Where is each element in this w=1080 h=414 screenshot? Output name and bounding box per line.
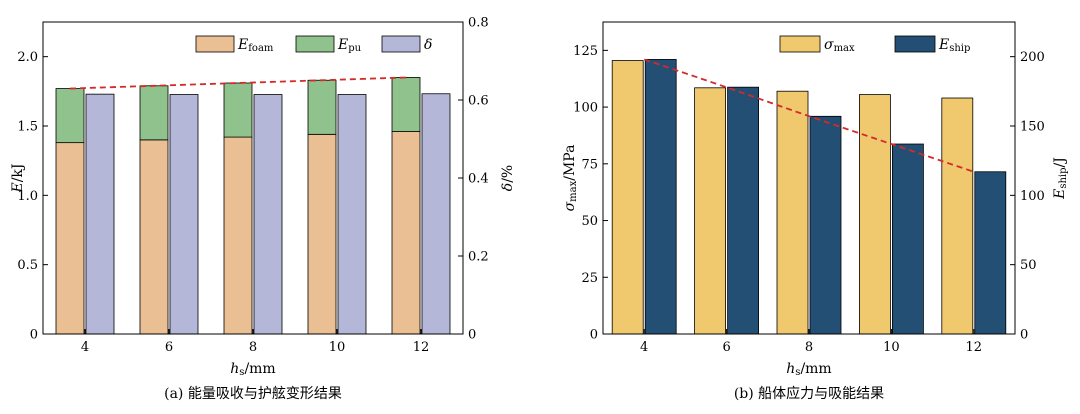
bar-sigma-max-12: [941, 97, 974, 335]
bar-e-ship-4: [644, 59, 677, 335]
y-tick-label: 1.5: [17, 120, 38, 135]
bar-e-ship-10: [892, 143, 924, 335]
y-tick-label: 2.0: [17, 50, 38, 65]
chart-a-xlabel: hs/mm: [230, 361, 275, 378]
y2-tick-label: 200: [1020, 50, 1045, 65]
y2-tick-label: 0.8: [468, 16, 489, 31]
bar-delta-4: [85, 93, 115, 335]
y-tick-label: 0: [30, 328, 38, 343]
chart-b-ylabel: σmax/MPa: [562, 145, 579, 212]
chart-a-ticks: 4 6 8 10 12 0 0.5 1.0 1.5 2.0 0 0.2 0.4 0.6 0.8: [17, 16, 488, 356]
bar-sigma-max-10: [859, 94, 891, 335]
x-tick-label: 8: [249, 340, 257, 355]
y-tick-label: 125: [573, 44, 598, 59]
bar-delta-6: [169, 94, 199, 335]
chart-a-trend-line: [69, 76, 407, 90]
chart-b-y2label: Eship/J: [1052, 157, 1069, 200]
x-tick-label: 6: [165, 340, 173, 355]
legend-label-e-ship: Eship: [938, 37, 970, 54]
chart-b: 4 6 8 10 12 0 25 50 75 100 125 0 50 100 150 200 σmax Es…: [562, 21, 1069, 402]
bar-delta-10: [337, 94, 367, 335]
bar-e-ship-6: [727, 86, 759, 335]
y-tick-label: 0.5: [17, 258, 38, 273]
x-tick-label: 8: [805, 340, 813, 355]
x-tick-label: 6: [722, 340, 730, 355]
chart-b-caption: (b) 船体应力与吸能结果: [734, 385, 884, 402]
y-tick-label: 75: [581, 157, 598, 172]
y2-tick-label: 150: [1020, 120, 1045, 135]
chart-a-ylabel: E/kJ: [10, 163, 26, 193]
bar-e-ship-12: [974, 171, 1007, 335]
legend-label-e-foam: Efoam: [237, 37, 274, 54]
legend-swatch-e-foam: [195, 35, 235, 53]
bar-e-foam-6: [139, 139, 169, 335]
x-tick-label: 4: [640, 340, 648, 355]
x-tick-label: 12: [966, 340, 983, 355]
chart-b-legend: σmax Eship: [779, 35, 970, 54]
y2-tick-label: 0.2: [468, 250, 489, 265]
legend-label-e-pu: Epu: [337, 37, 362, 54]
chart-b-xlabel: hs/mm: [786, 361, 831, 378]
bar-e-pu-8: [223, 82, 253, 138]
chart-a-legend: Efoam Epu δ: [195, 35, 432, 54]
bar-e-pu-12: [391, 77, 421, 132]
bar-sigma-max-4: [611, 60, 644, 335]
bar-delta-8: [253, 94, 283, 335]
chart-a-caption: (a) 能量吸收与护舷变形结果: [164, 386, 342, 402]
bar-e-pu-6: [139, 85, 169, 141]
y-tick-label: 1.0: [17, 189, 38, 204]
bar-e-pu-10: [307, 79, 337, 135]
y2-tick-label: 0: [468, 328, 476, 343]
y2-tick-label: 100: [1020, 189, 1045, 204]
chart-b-trend-line: [643, 58, 975, 173]
bar-e-foam-4: [55, 142, 85, 335]
y-tick-label: 0: [590, 328, 598, 343]
bar-sigma-max-8: [776, 90, 809, 335]
chart-b-bars: [611, 59, 1007, 335]
y-tick-label: 50: [581, 214, 598, 229]
legend-swatch-delta: [381, 35, 421, 53]
x-tick-label: 10: [883, 340, 900, 355]
y-tick-label: 100: [573, 101, 598, 116]
chart-a-bars: [55, 77, 451, 335]
y2-tick-label: 0: [1020, 328, 1028, 343]
chart-a: 4 6 8 10 12 0 0.5 1.0 1.5 2.0 0 0.2 0.4 0.6 0.8 Efoam …: [10, 16, 516, 403]
x-tick-label: 4: [81, 340, 89, 355]
x-tick-label: 10: [329, 340, 346, 355]
legend-swatch-e-ship: [894, 35, 936, 53]
bar-e-foam-12: [391, 131, 421, 335]
legend-swatch-sigma-max: [779, 35, 821, 53]
bar-e-foam-10: [307, 133, 337, 335]
y-tick-label: 25: [581, 271, 598, 286]
bar-e-pu-4: [55, 88, 85, 144]
bar-e-ship-8: [809, 115, 842, 335]
chart-a-y2label: δ/%: [500, 165, 516, 191]
legend-swatch-e-pu: [295, 35, 335, 53]
bar-e-foam-8: [223, 136, 253, 335]
y2-tick-label: 0.4: [468, 172, 489, 187]
legend-label-delta: δ: [424, 37, 432, 53]
x-tick-label: 12: [413, 340, 430, 355]
y2-tick-label: 0.6: [468, 94, 489, 109]
bar-sigma-max-6: [694, 87, 726, 335]
y2-tick-label: 50: [1020, 258, 1037, 273]
bar-delta-12: [421, 93, 451, 335]
legend-label-sigma-max: σmax: [824, 37, 855, 54]
chart-b-ticks: 4 6 8 10 12 0 25 50 75 100 125 0 50 100 150 200: [573, 44, 1045, 355]
